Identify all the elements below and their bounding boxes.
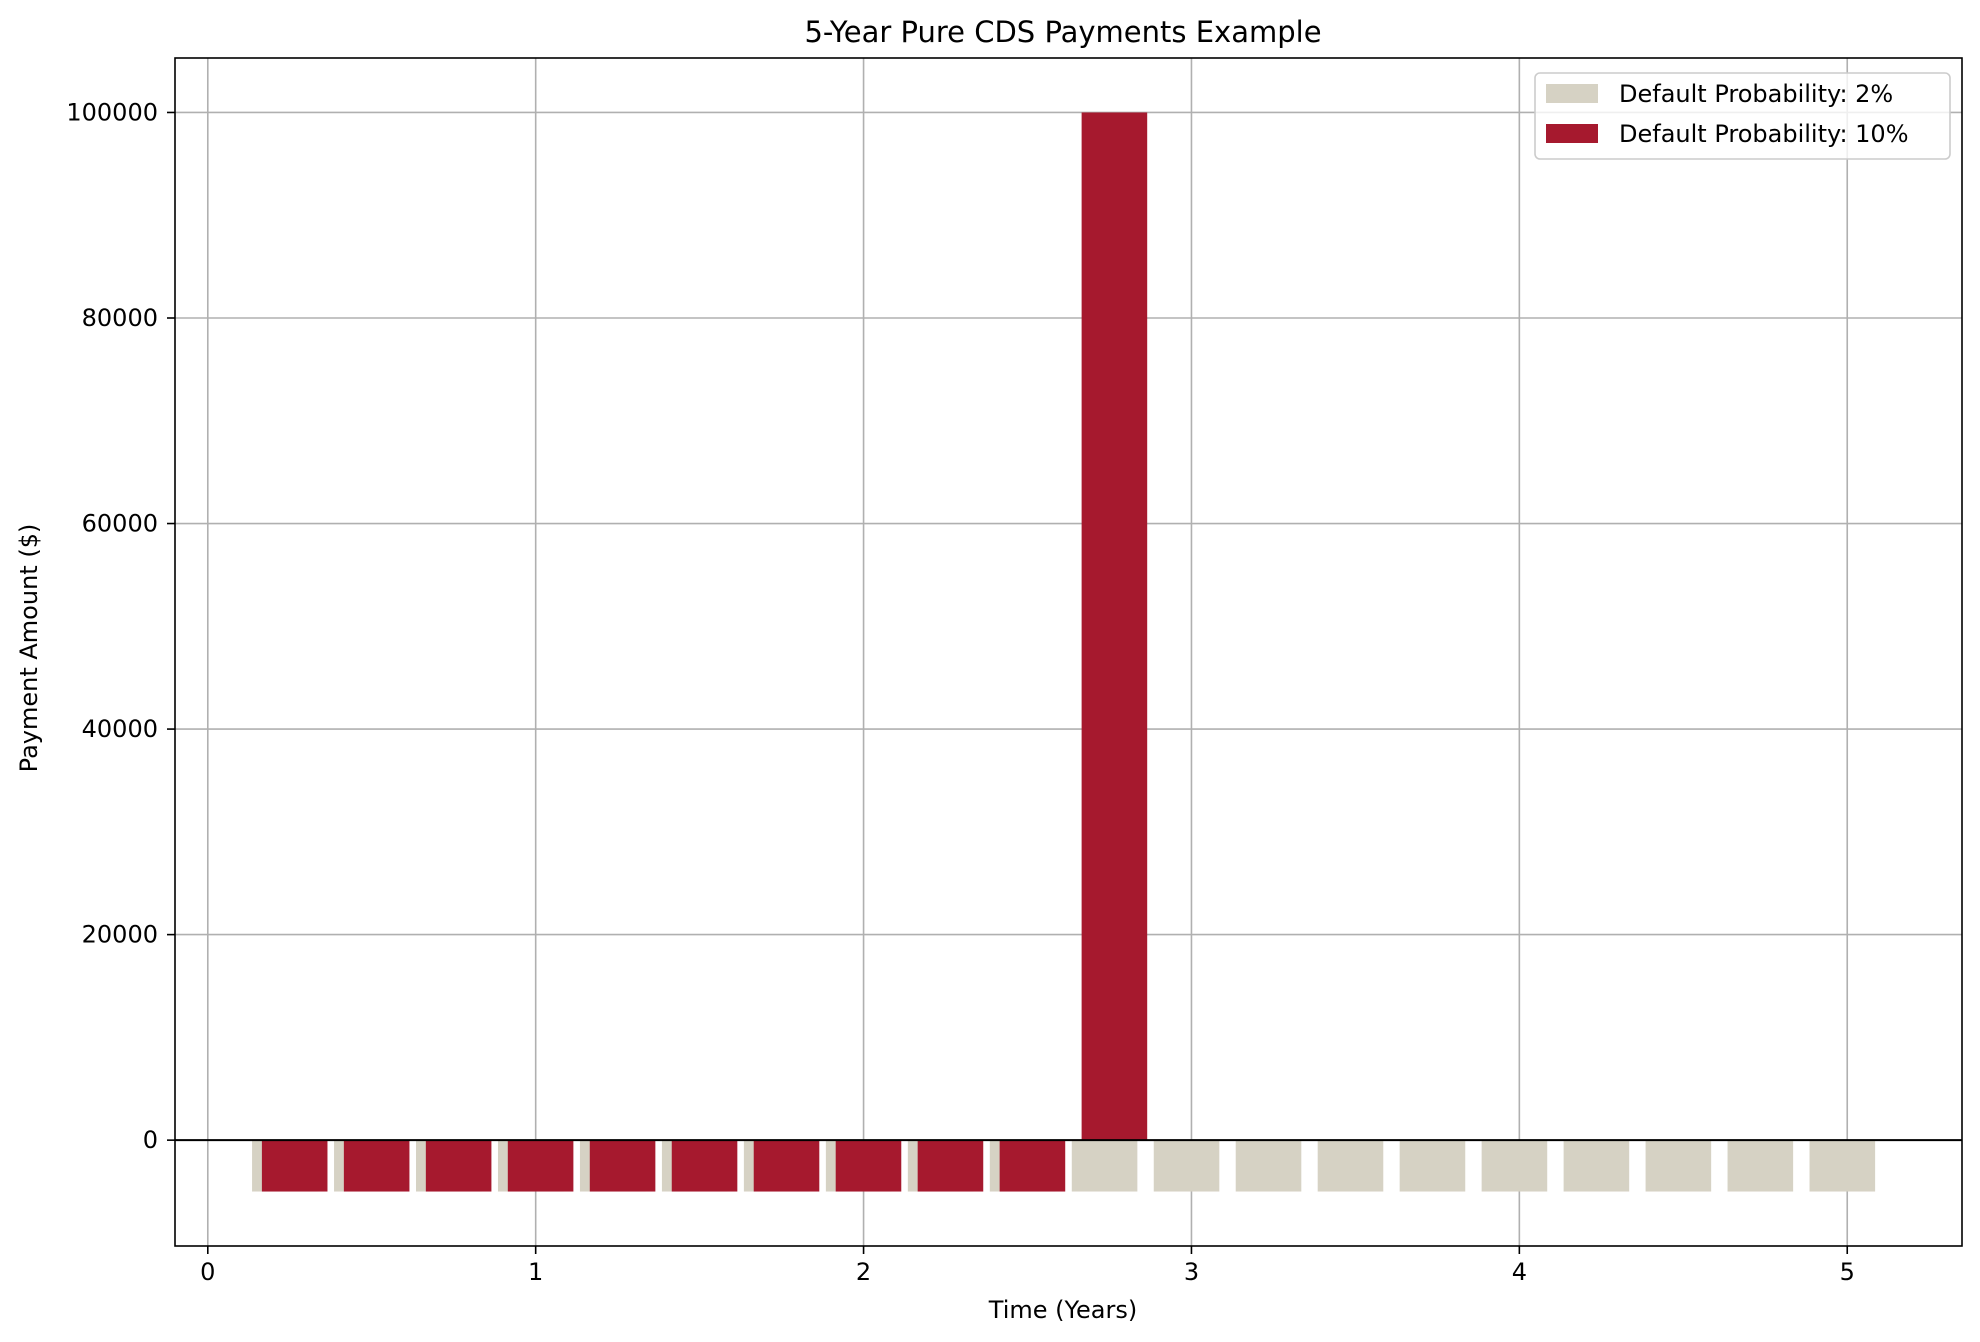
y-tick-label: 80000 <box>82 304 158 332</box>
bar-series-0-point-14 <box>1399 1140 1466 1192</box>
legend: Default Probability: 2% Default Probabil… <box>1534 72 1951 160</box>
bar-series-1-point-4 <box>589 1140 656 1192</box>
bar-series-1-point-7 <box>835 1140 902 1192</box>
bar-series-0-point-16 <box>1563 1140 1630 1192</box>
bar-series-0-point-19 <box>1809 1140 1876 1192</box>
bar-series-1-point-3 <box>507 1140 574 1192</box>
x-tick-label: 2 <box>856 1258 871 1286</box>
bar-series-0-point-12 <box>1235 1140 1302 1192</box>
ticks: 0 1 2 3 4 5 0 20000 40000 60000 80000 100000 <box>66 98 1855 1286</box>
legend-swatch-10pct <box>1546 124 1598 143</box>
y-tick-label: 20000 <box>82 921 158 949</box>
x-tick-label: 5 <box>1840 1258 1855 1286</box>
bar-series-1-point-2 <box>425 1140 492 1192</box>
bar-series-0-point-10 <box>1071 1140 1138 1192</box>
y-tick-label: 60000 <box>82 510 158 538</box>
y-tick-label: 0 <box>143 1126 158 1154</box>
x-tick-label: 3 <box>1184 1258 1199 1286</box>
legend-swatch-2pct <box>1546 84 1598 103</box>
legend-label-10pct: Default Probability: 10% <box>1619 120 1909 148</box>
legend-box <box>1534 72 1951 160</box>
bar-series-1-point-5 <box>671 1140 738 1192</box>
bar-series-1-point-0 <box>261 1140 328 1192</box>
bar-series-0-point-15 <box>1481 1140 1548 1192</box>
bar-series-1-point-1 <box>343 1140 410 1192</box>
x-tick-label: 4 <box>1512 1258 1527 1286</box>
bar-series-1-point-9 <box>999 1140 1066 1192</box>
x-axis-title: Time (Years) <box>988 1296 1137 1324</box>
y-tick-label: 40000 <box>82 715 158 743</box>
bar-series-1-point-8 <box>917 1140 984 1192</box>
legend-label-2pct: Default Probability: 2% <box>1619 80 1893 108</box>
y-tick-label: 100000 <box>66 98 158 126</box>
bar-series-1-point-6 <box>753 1140 820 1192</box>
bar-series-1-point-10 <box>1081 112 1148 1141</box>
plot-frame <box>174 57 1963 1247</box>
bars <box>252 112 1876 1192</box>
y-axis-title: Payment Amount ($) <box>15 524 43 773</box>
bar-series-0-point-17 <box>1645 1140 1712 1192</box>
x-tick-label: 1 <box>528 1258 543 1286</box>
x-tick-label: 0 <box>200 1258 215 1286</box>
bar-series-0-point-13 <box>1317 1140 1384 1192</box>
bar-series-0-point-11 <box>1153 1140 1220 1192</box>
grid <box>175 58 1962 1246</box>
chart-title: 5-Year Pure CDS Payments Example <box>804 15 1321 49</box>
bar-series-0-point-18 <box>1727 1140 1794 1192</box>
